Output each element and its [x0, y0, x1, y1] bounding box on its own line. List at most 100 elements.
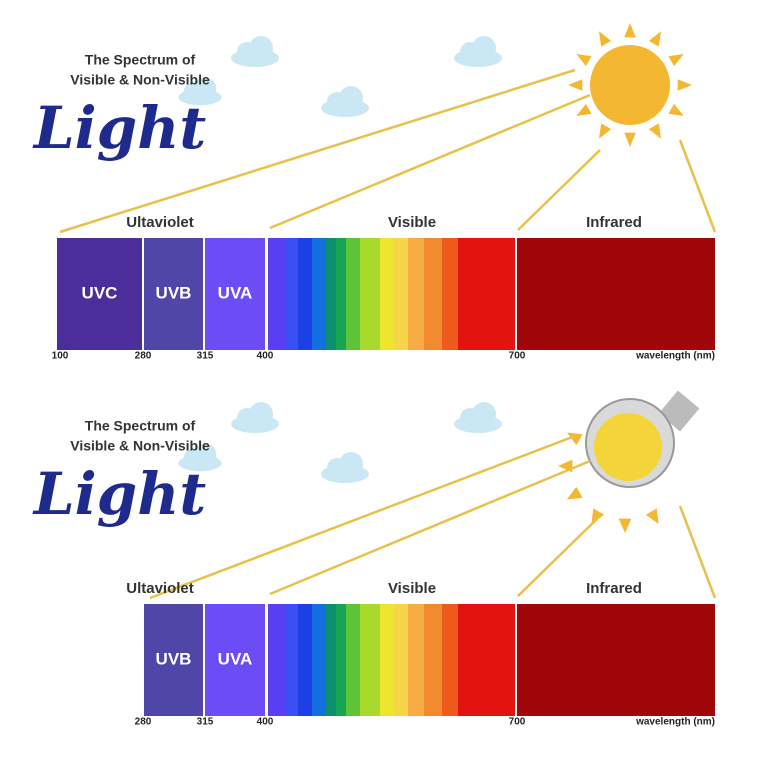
- visible-stripe: [268, 238, 286, 350]
- title-line: The Spectrum of: [85, 52, 196, 68]
- cloud: [454, 402, 502, 433]
- band-label: UVA: [218, 649, 253, 668]
- sun-ray: [576, 54, 592, 67]
- cloud-part: [339, 452, 363, 476]
- light-beam: [517, 515, 601, 597]
- tick-label: 400: [257, 351, 274, 362]
- sun-ray: [599, 123, 612, 139]
- cloud: [178, 77, 222, 106]
- axis-label: wavelength (nm): [635, 351, 715, 362]
- sun-ray: [566, 432, 583, 446]
- visible-stripe: [442, 604, 458, 716]
- sun-ray: [645, 508, 659, 525]
- region-label: Infrared: [586, 580, 642, 597]
- visible-stripe: [286, 238, 298, 350]
- visible-stripe: [360, 238, 380, 350]
- region-label: Ultaviolet: [126, 214, 194, 231]
- visible-stripe: [380, 238, 394, 350]
- visible-stripe: [346, 604, 360, 716]
- script-title: Light: [32, 94, 207, 162]
- sun-ray: [566, 486, 583, 500]
- sun: [590, 45, 670, 125]
- visible-stripe: [336, 238, 346, 350]
- uv-band: [144, 238, 203, 350]
- cloud: [231, 36, 279, 67]
- title-line: The Spectrum of: [85, 418, 196, 434]
- visible-stripe: [442, 238, 458, 350]
- light-beam: [678, 139, 717, 233]
- band-label: UVB: [156, 649, 192, 668]
- sun-ray: [648, 123, 661, 139]
- light-beam: [269, 459, 591, 596]
- infrared-band: [517, 238, 715, 350]
- visible-stripe: [298, 604, 312, 716]
- light-beam: [149, 434, 576, 600]
- visible-stripe: [312, 604, 326, 716]
- tick-label: 400: [257, 717, 274, 728]
- uv-band: [205, 604, 265, 716]
- region-label: Ultaviolet: [126, 580, 194, 597]
- visible-stripe: [394, 238, 408, 350]
- light-beam: [59, 68, 576, 234]
- uv-band: [205, 238, 265, 350]
- visible-stripe: [458, 238, 515, 350]
- cloud-part: [249, 36, 273, 60]
- region-label: Infrared: [586, 214, 642, 231]
- sun-ray: [568, 79, 583, 91]
- band-label: UVB: [156, 283, 192, 302]
- visible-stripe: [380, 604, 394, 716]
- script-title: Light: [32, 460, 207, 528]
- visible-stripe: [458, 604, 515, 716]
- visible-stripe: [326, 604, 336, 716]
- tick-label: 280: [135, 351, 152, 362]
- visible-stripe: [298, 238, 312, 350]
- cloud-part: [339, 86, 363, 110]
- cloud: [321, 452, 369, 483]
- light-beam: [269, 93, 591, 230]
- sun-ray: [624, 23, 636, 38]
- sun-ray: [668, 103, 684, 116]
- cloud: [321, 86, 369, 117]
- sun-ray: [668, 54, 684, 67]
- cloud-part: [472, 36, 496, 60]
- cloud-part: [249, 402, 273, 426]
- tick-label: 700: [509, 351, 526, 362]
- tick-label: 100: [52, 351, 69, 362]
- uv-band: [144, 604, 203, 716]
- light-beam: [517, 149, 601, 231]
- sun-ray: [618, 518, 632, 533]
- sun-ray: [677, 79, 692, 91]
- sun-ray: [624, 132, 636, 147]
- visible-stripe: [394, 604, 408, 716]
- visible-stripe: [336, 604, 346, 716]
- visible-stripe: [268, 604, 286, 716]
- region-label: Visible: [388, 214, 436, 231]
- cloud: [454, 36, 502, 67]
- visible-stripe: [312, 238, 326, 350]
- light-beam: [678, 505, 717, 599]
- cloud-part: [194, 443, 217, 465]
- visible-stripe: [346, 238, 360, 350]
- visible-stripe: [424, 604, 442, 716]
- band-label: UVC: [82, 283, 118, 302]
- title-line: Visible & Non-Visible: [70, 72, 210, 88]
- cloud: [231, 402, 279, 433]
- tick-label: 280: [135, 717, 152, 728]
- bulb-glass: [594, 413, 662, 481]
- visible-stripe: [326, 238, 336, 350]
- tick-label: 315: [197, 717, 214, 728]
- region-label: Visible: [388, 580, 436, 597]
- tick-label: 700: [509, 717, 526, 728]
- cloud-part: [194, 77, 217, 99]
- visible-stripe: [286, 604, 298, 716]
- visible-stripe: [408, 604, 424, 716]
- cloud-part: [472, 402, 496, 426]
- uv-band: [57, 238, 142, 350]
- infrared-band: [517, 604, 715, 716]
- visible-stripe: [408, 238, 424, 350]
- visible-stripe: [360, 604, 380, 716]
- band-label: UVA: [218, 283, 253, 302]
- axis-label: wavelength (nm): [635, 717, 715, 728]
- title-line: Visible & Non-Visible: [70, 438, 210, 454]
